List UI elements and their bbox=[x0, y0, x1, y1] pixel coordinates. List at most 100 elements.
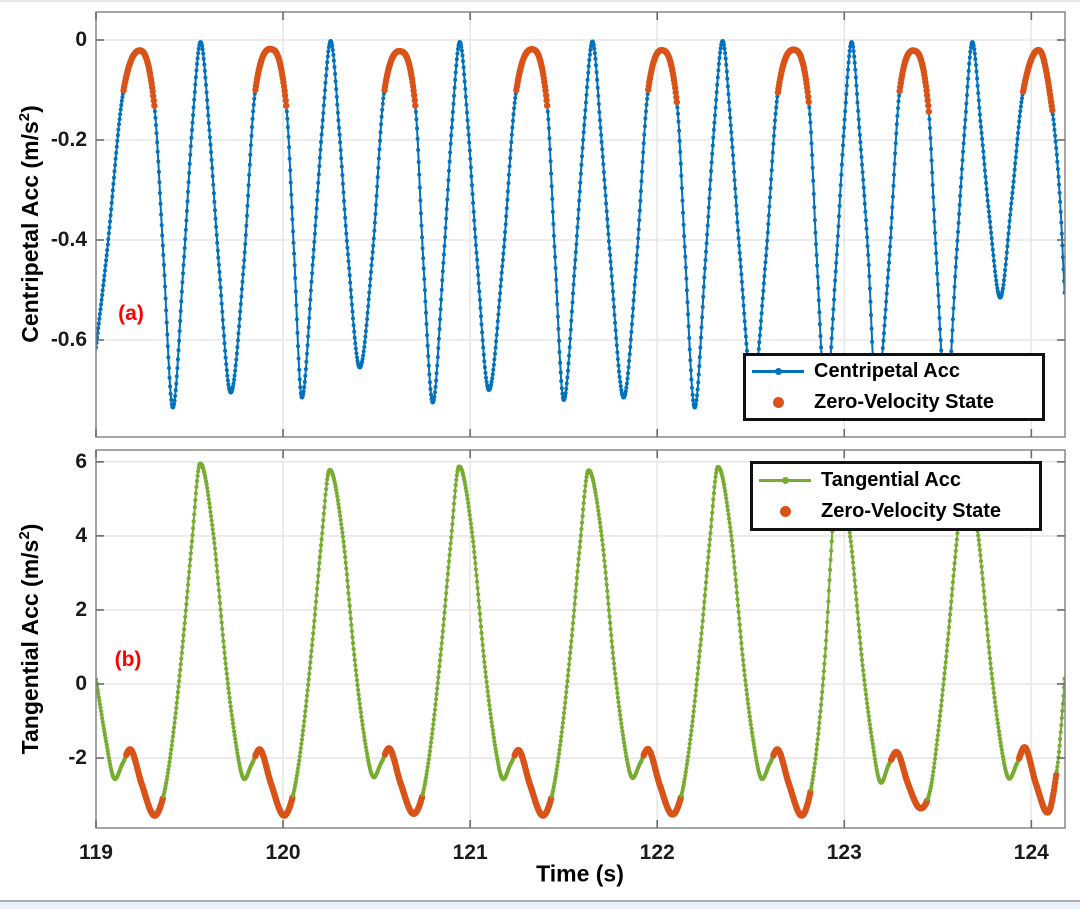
data-marker bbox=[702, 599, 707, 605]
data-marker bbox=[554, 771, 559, 776]
data-marker bbox=[996, 725, 1001, 730]
y-tick-label: 0 bbox=[75, 671, 87, 695]
data-marker bbox=[861, 673, 866, 678]
data-marker bbox=[223, 661, 228, 666]
data-marker bbox=[97, 702, 102, 707]
data-marker bbox=[1056, 174, 1061, 179]
data-marker bbox=[191, 113, 196, 118]
data-marker bbox=[741, 663, 746, 668]
data-marker bbox=[174, 700, 179, 705]
data-marker bbox=[858, 646, 864, 652]
data-marker bbox=[697, 355, 702, 360]
data-marker bbox=[463, 94, 468, 99]
data-marker bbox=[319, 537, 324, 542]
data-marker bbox=[605, 595, 610, 600]
data-marker bbox=[817, 310, 822, 315]
data-marker bbox=[445, 578, 450, 583]
data-marker bbox=[237, 316, 242, 321]
data-marker bbox=[677, 128, 682, 133]
data-marker bbox=[856, 117, 861, 122]
data-marker bbox=[1004, 256, 1009, 261]
data-marker bbox=[579, 162, 584, 167]
data-marker bbox=[178, 667, 183, 673]
data-marker bbox=[337, 509, 342, 514]
data-marker bbox=[624, 385, 629, 390]
data-marker bbox=[295, 330, 300, 335]
data-marker bbox=[437, 327, 442, 331]
data-marker bbox=[683, 254, 688, 259]
data-marker bbox=[203, 75, 208, 80]
data-marker bbox=[444, 584, 449, 589]
data-marker bbox=[580, 154, 584, 159]
data-marker bbox=[613, 320, 618, 325]
data-marker bbox=[988, 661, 993, 666]
data-marker bbox=[477, 289, 482, 294]
data-marker bbox=[823, 646, 828, 651]
window-bottom-bar bbox=[0, 902, 1080, 909]
data-marker bbox=[698, 637, 704, 642]
data-marker bbox=[424, 772, 429, 777]
data-marker bbox=[752, 745, 757, 750]
data-marker bbox=[728, 529, 733, 534]
data-marker bbox=[549, 184, 554, 189]
data-marker bbox=[568, 645, 573, 650]
data-marker bbox=[873, 760, 878, 765]
data-marker bbox=[558, 738, 563, 744]
data-marker bbox=[205, 98, 210, 103]
zero-velocity-marker bbox=[1049, 107, 1056, 114]
data-marker bbox=[212, 541, 217, 546]
data-marker bbox=[967, 61, 972, 66]
data-marker bbox=[825, 620, 830, 625]
data-marker bbox=[335, 498, 340, 503]
data-marker bbox=[293, 780, 298, 785]
data-marker bbox=[226, 690, 232, 696]
data-marker bbox=[617, 708, 622, 714]
data-marker bbox=[851, 49, 856, 54]
data-marker bbox=[337, 125, 341, 130]
data-marker bbox=[483, 370, 488, 375]
zero-velocity-marker bbox=[805, 93, 812, 101]
data-marker bbox=[320, 118, 325, 123]
data-marker bbox=[859, 155, 864, 160]
data-marker bbox=[461, 65, 466, 70]
data-marker bbox=[320, 125, 325, 130]
data-marker bbox=[489, 379, 494, 384]
data-marker bbox=[308, 297, 313, 302]
data-marker bbox=[315, 198, 320, 202]
data-marker bbox=[985, 627, 990, 632]
data-marker bbox=[209, 518, 214, 523]
data-marker bbox=[584, 475, 589, 480]
data-marker bbox=[362, 340, 367, 345]
data-marker bbox=[591, 43, 596, 47]
data-marker bbox=[612, 666, 617, 671]
data-marker bbox=[178, 309, 183, 314]
data-marker bbox=[485, 689, 490, 694]
curve-group bbox=[96, 461, 1065, 819]
data-marker bbox=[746, 705, 751, 711]
data-marker bbox=[811, 192, 816, 196]
data-marker bbox=[852, 54, 857, 59]
data-marker bbox=[348, 610, 353, 615]
data-marker bbox=[847, 530, 852, 535]
data-marker bbox=[871, 749, 876, 754]
data-marker bbox=[423, 299, 428, 304]
data-marker bbox=[361, 349, 366, 354]
data-marker bbox=[115, 138, 120, 143]
data-marker bbox=[690, 719, 695, 724]
data-marker bbox=[359, 714, 364, 719]
data-marker bbox=[982, 601, 988, 607]
x-tick-label: 121 bbox=[452, 841, 488, 864]
data-marker bbox=[373, 212, 378, 216]
data-marker bbox=[224, 666, 229, 671]
data-marker bbox=[699, 335, 703, 340]
data-marker bbox=[228, 700, 233, 705]
data-marker bbox=[220, 309, 225, 314]
data-marker bbox=[560, 725, 565, 730]
data-marker bbox=[851, 44, 856, 49]
data-marker bbox=[881, 338, 886, 343]
data-marker bbox=[938, 708, 943, 713]
data-marker bbox=[738, 264, 743, 269]
data-marker bbox=[322, 95, 327, 100]
data-marker bbox=[318, 543, 324, 548]
data-marker bbox=[994, 708, 999, 714]
